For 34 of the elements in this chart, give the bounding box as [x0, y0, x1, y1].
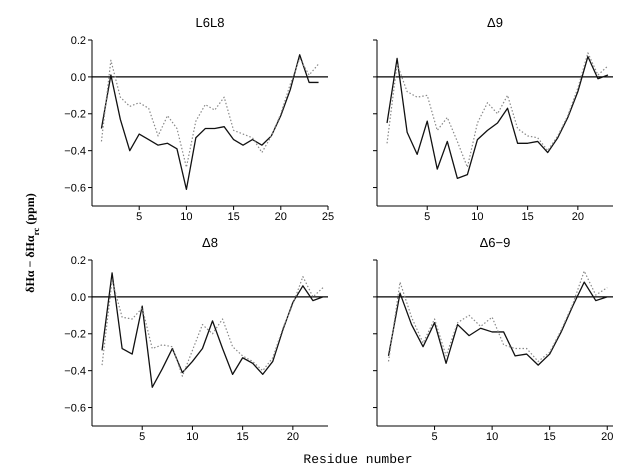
- x-tick-label: 20: [274, 210, 287, 223]
- chart-title: Δ6−9: [478, 235, 512, 250]
- x-tick-label: 20: [286, 430, 299, 443]
- x-tick-label: 5: [424, 210, 430, 223]
- x-tick-label: 15: [227, 210, 240, 223]
- y-tick-label: −0.4: [64, 366, 86, 378]
- y-tick-label: −0.2: [64, 328, 86, 341]
- x-tick-label: 15: [544, 430, 556, 443]
- y-tick-label: −0.6: [64, 402, 86, 414]
- x-tick-label: 15: [236, 430, 249, 443]
- y-tick-label: −0.4: [64, 146, 86, 158]
- y-tick-label: 0.2: [70, 254, 86, 267]
- x-axis-title: Residue number: [302, 452, 414, 467]
- x-tick-label: 10: [180, 210, 193, 223]
- y-tick-label: 0.2: [70, 34, 86, 47]
- x-tick-label: 15: [522, 210, 534, 223]
- x-tick-label: 5: [139, 430, 146, 443]
- chart-title: Δ8: [201, 235, 219, 250]
- x-tick-label: 10: [471, 210, 484, 223]
- line-series: [100, 54, 320, 190]
- x-tick-label: 20: [572, 210, 584, 223]
- y-tick-label: −0.2: [64, 108, 86, 121]
- x-tick-label: 20: [601, 430, 614, 443]
- x-tick-label: 10: [486, 430, 498, 443]
- chart-title: L6L8: [194, 15, 226, 30]
- x-tick-label: 10: [186, 430, 199, 443]
- y-tick-label: 0.0: [70, 72, 86, 84]
- line-series: [100, 58, 320, 168]
- chart-title: Δ9: [486, 15, 504, 30]
- x-tick-label: 25: [322, 210, 334, 223]
- y-tick-label: −0.6: [64, 182, 86, 194]
- x-tick-label: 5: [136, 210, 142, 223]
- y-tick-label: 0.0: [70, 292, 86, 304]
- x-tick-label: 5: [432, 430, 438, 443]
